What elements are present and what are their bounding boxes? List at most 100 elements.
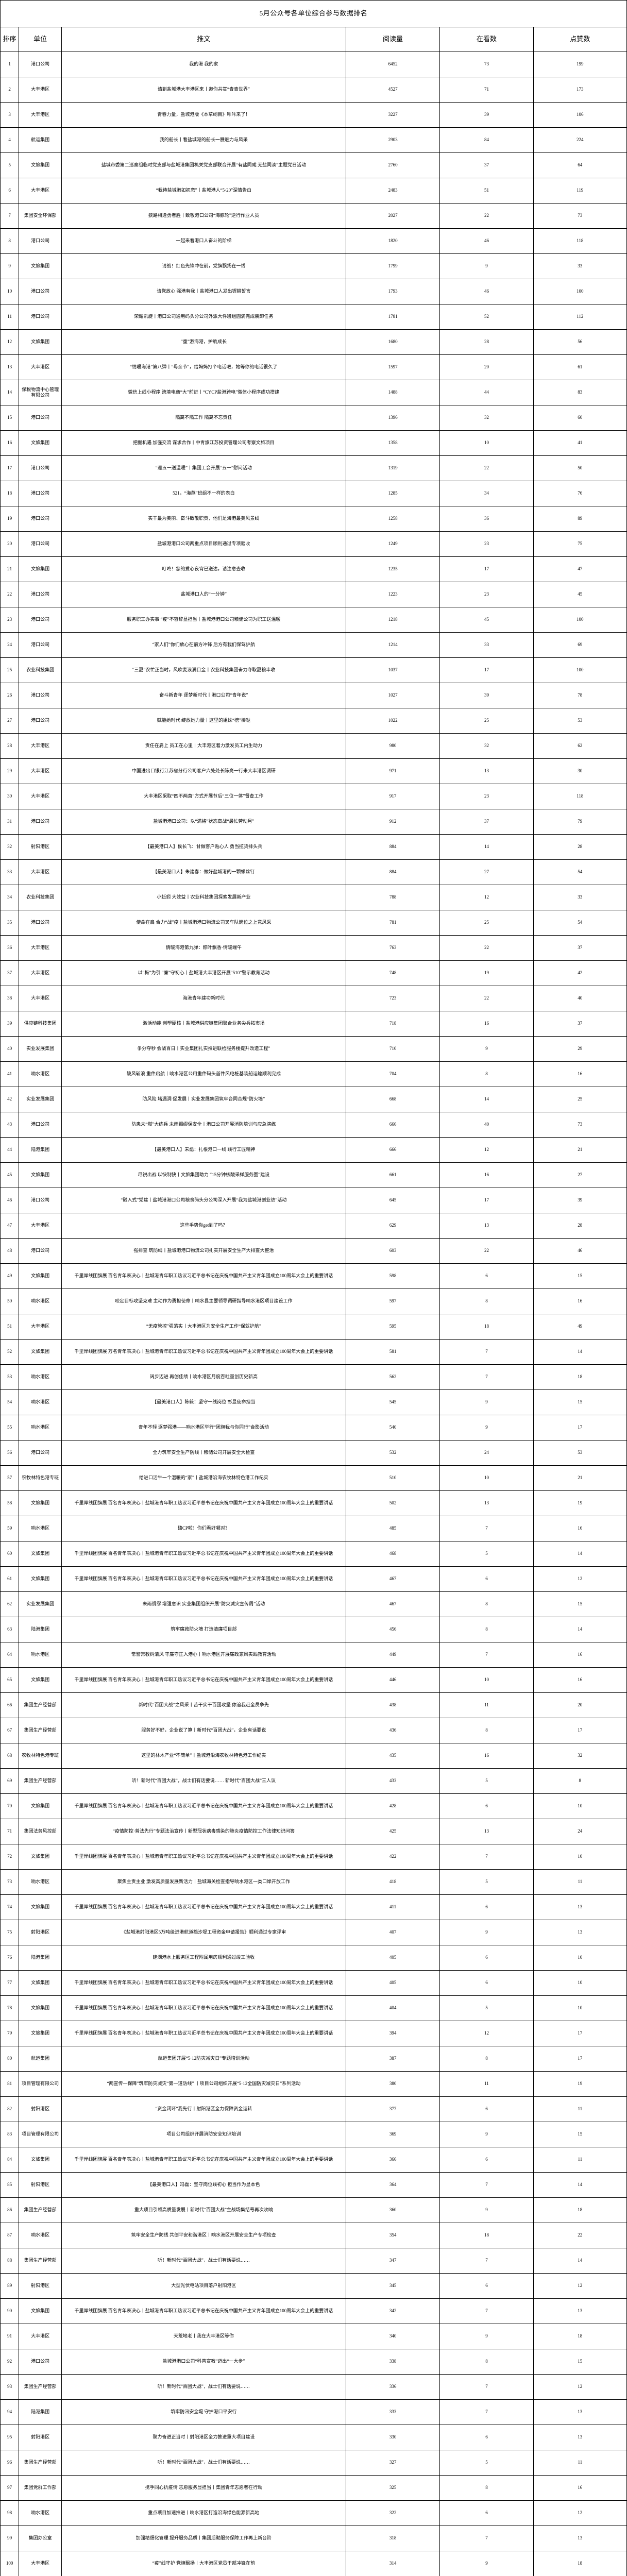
cell-watching: 18	[439, 1314, 534, 1340]
cell-rank: 43	[0, 1112, 20, 1138]
cell-rank: 50	[0, 1289, 20, 1314]
cell-likes: 13	[533, 2526, 627, 2551]
table-row: 54 响水港区 【最美港口人】陈毅：坚守一线岗位 彰显使命担当 545 9 15	[0, 1389, 627, 1415]
cell-rank: 88	[0, 2248, 20, 2274]
cell-unit: 文旅集团	[19, 556, 62, 582]
cell-rank: 55	[0, 1415, 20, 1440]
cell-rank: 74	[0, 1894, 20, 1920]
table-row: 18 港口公司 521，“海燕”班组不一样的表白 1285 34 76	[0, 481, 627, 506]
cell-unit: 大丰港区	[19, 935, 62, 961]
cell-text: “我待盐城港如初恋”丨盐城港人“5·20”深情告白	[61, 178, 346, 204]
cell-watching: 51	[439, 178, 534, 204]
cell-likes: 17	[533, 2046, 627, 2072]
table-row: 91 大丰港区 天荒地老丨我在大丰港区等你 340 9 18	[0, 2324, 627, 2349]
table-row: 93 集团生产经营部 听！新时代“百团大战”，战士们有话要说…… 336 7 12	[0, 2374, 627, 2400]
cell-reads: 540	[345, 1415, 440, 1440]
cell-likes: 56	[533, 329, 627, 355]
cell-watching: 9	[439, 1389, 534, 1415]
cell-reads: 718	[345, 1011, 440, 1037]
cell-text: 听！新时代“百团大战”，战士们有话要说……	[61, 2450, 346, 2476]
cell-unit: 文旅集团	[19, 152, 62, 178]
cell-text: 青春力量，盐城港版《本草纲目》咔咔来了！	[61, 102, 346, 128]
cell-rank: 92	[0, 2349, 20, 2375]
cell-unit: 港口公司	[19, 708, 62, 734]
cell-rank: 1	[0, 52, 20, 77]
cell-text: 叮咚！您的爱心夜宵已送达，请注意查收	[61, 556, 346, 582]
cell-rank: 23	[0, 607, 20, 633]
table-row: 6 大丰港区 “我待盐城港如初恋”丨盐城港人“5·20”深情告白 2483 51 119	[0, 178, 627, 204]
cell-watching: 22	[439, 935, 534, 961]
table-row: 85 射阳港区 【最美港口人】冯磊：坚守岗位践初心 担当作为显本色 364 7 14	[0, 2172, 627, 2198]
cell-text: “融入式”党建丨盐城港港口公司粮食码头分公司深入开展“我为盐城港创业绩”活动	[61, 1188, 346, 1213]
cell-likes: 118	[533, 228, 627, 254]
cell-rank: 97	[0, 2475, 20, 2501]
cell-watching: 6	[439, 1263, 534, 1289]
cell-rank: 46	[0, 1188, 20, 1213]
cell-reads: 435	[345, 1743, 440, 1769]
cell-likes: 75	[533, 531, 627, 557]
cell-reads: 342	[345, 2298, 440, 2324]
cell-rank: 34	[0, 885, 20, 910]
cell-unit: 集团法务风控部	[19, 1819, 62, 1844]
table-row: 11 港口公司 荣耀凯旋丨港口公司通用码头分公司外派大件班组圆满完成装卸任务 1781…	[0, 304, 627, 330]
cell-likes: 89	[533, 506, 627, 532]
table-row: 99 集团办公室 加强精细化管理 提升服务品质丨集团后勤服务保障工作再上新台阶 318…	[0, 2526, 627, 2551]
table-row: 89 射阳港区 大型光伏电站项目落户射阳港区 345 6 12	[0, 2273, 627, 2299]
cell-likes: 100	[533, 279, 627, 304]
cell-watching: 40	[439, 1112, 534, 1138]
cell-likes: 10	[533, 1970, 627, 1996]
cell-rank: 20	[0, 531, 20, 557]
cell-text: “疫”线守护 党旗飘扬丨大丰港区党员干部冲锋在前	[61, 2551, 346, 2576]
cell-likes: 14	[533, 1339, 627, 1365]
cell-unit: 陆港集团	[19, 1945, 62, 1971]
cell-reads: 405	[345, 1945, 440, 1971]
cell-likes: 30	[533, 758, 627, 784]
cell-rank: 44	[0, 1137, 20, 1163]
cell-unit: 射阳港区	[19, 2172, 62, 2198]
cell-rank: 32	[0, 834, 20, 860]
cell-rank: 13	[0, 354, 20, 380]
cell-text: 海港青年建功新时代	[61, 986, 346, 1011]
cell-watching: 23	[439, 582, 534, 607]
cell-text: 千里岸线团旗展 百名青年表决心丨盐城港青年职工热议习近平总书记在庆祝中国共产主义…	[61, 1566, 346, 1592]
cell-watching: 9	[439, 2197, 534, 2223]
cell-rank: 4	[0, 127, 20, 153]
cell-rank: 25	[0, 657, 20, 683]
cell-likes: 83	[533, 380, 627, 405]
cell-text: 咬定目标攻坚克难 主动作为勇担使命丨响水县主要领导调研指导响水港区项目建设工作	[61, 1289, 346, 1314]
cell-watching: 22	[439, 455, 534, 481]
cell-watching: 7	[439, 1642, 534, 1668]
table-row: 65 文旅集团 千里岸线团旗展 百名青年表决心丨盐城港青年职工热议习近平总书记在庆祝…	[0, 1667, 627, 1693]
cell-rank: 61	[0, 1566, 20, 1592]
table-row: 27 港口公司 赋能她时代 绽放她力量丨这里的姐妹“榜”棒哒 1022 25 53	[0, 708, 627, 734]
cell-unit: 文旅集团	[19, 1541, 62, 1567]
cell-watching: 17	[439, 1188, 534, 1213]
cell-unit: 集团安全环保部	[19, 203, 62, 229]
cell-watching: 6	[439, 2096, 534, 2122]
cell-likes: 40	[533, 986, 627, 1011]
table-row: 45 文旅集团 尽锐出战 以快制快丨文旅集团助力 “15分钟核酸采样服务圈”建设 66…	[0, 1162, 627, 1188]
cell-rank: 45	[0, 1162, 20, 1188]
cell-watching: 9	[439, 2551, 534, 2576]
cell-likes: 173	[533, 77, 627, 103]
cell-unit: 文旅集团	[19, 1667, 62, 1693]
table-header-row: 排序 单位 推文 阅读量 在看数 点赞数	[0, 27, 627, 52]
cell-likes: 76	[533, 481, 627, 506]
cell-unit: 项目管理有限公司	[19, 2071, 62, 2097]
cell-text: 激活动能 创塑硬核丨盐城港供应链集团聚合业务尖兵拓市场	[61, 1011, 346, 1037]
cell-likes: 199	[533, 52, 627, 77]
cell-watching: 6	[439, 1894, 534, 1920]
cell-reads: 1258	[345, 506, 440, 532]
cell-reads: 1820	[345, 228, 440, 254]
cell-text: 全力筑牢安全生产防线丨粮储公司开展安全大检查	[61, 1440, 346, 1466]
cell-rank: 80	[0, 2046, 20, 2072]
cell-unit: 港口公司	[19, 1112, 62, 1138]
cell-text: “三夏”农忙正当时，风吹麦浪满目金丨农业科技集团奋力夺取夏粮丰收	[61, 657, 346, 683]
table-row: 74 文旅集团 千里岸线团旗展 百名青年表决心丨盐城港青年职工热议习近平总书记在庆祝…	[0, 1894, 627, 1920]
table-row: 23 港口公司 服务职工办实事 “疫”不容辞显担当丨盐城港港口公司粮储公司为职工送温…	[0, 607, 627, 633]
cell-text: 重点项目加速推进丨响水港区打造沿海绿色能源新高地	[61, 2500, 346, 2526]
cell-text: 大丰港区采取“四不两直”方式开展节后“三位一体”督查工作	[61, 784, 346, 809]
cell-reads: 446	[345, 1667, 440, 1693]
cell-rank: 37	[0, 960, 20, 986]
cell-likes: 25	[533, 1087, 627, 1112]
